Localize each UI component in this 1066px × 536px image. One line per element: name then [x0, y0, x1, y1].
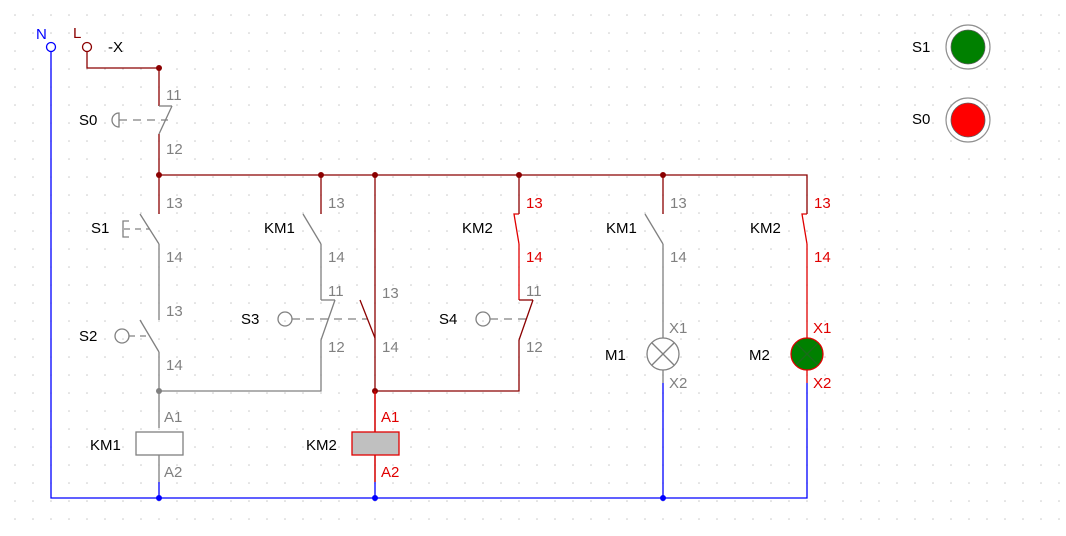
s0-label: S0	[79, 112, 97, 129]
s0-pin-top: 11	[166, 87, 182, 104]
inactive-wires	[158, 244, 664, 428]
s1-label: S1	[91, 220, 109, 237]
indicator-s1-light	[950, 29, 986, 65]
km2-coil-label: KM2	[306, 437, 337, 454]
s0-pin-bottom: 12	[166, 141, 183, 158]
km1-lamp-label: KM1	[606, 220, 637, 237]
terminal-n-label: N	[36, 26, 47, 43]
km2-lamp-contact[interactable]: KM2 13 14	[750, 195, 831, 383]
s1-pushbutton[interactable]: S1 13 14	[91, 195, 183, 266]
m1-pin-top: X1	[669, 320, 687, 337]
km1-lamp-contact[interactable]: KM1 13 14	[606, 195, 687, 266]
s3-label: S3	[241, 311, 259, 328]
indicator-s1[interactable]: S1	[912, 24, 991, 70]
s0-pushbutton[interactable]: S0 11 12	[79, 87, 183, 158]
km2-hold-label: KM2	[462, 220, 493, 237]
km2-lamp-pin-bottom: 14	[814, 249, 831, 266]
indicator-s0[interactable]: S0	[912, 97, 991, 143]
m2-label: M2	[749, 347, 770, 364]
s4-label: S4	[439, 311, 457, 328]
terminal-n: N	[36, 26, 57, 53]
s4-pushbutton[interactable]: S4 11 12	[439, 283, 543, 356]
s3-no-bottom: 14	[382, 339, 399, 356]
coil-icon	[135, 431, 184, 456]
km1-holding-contact[interactable]: KM1 13 14	[264, 195, 345, 266]
s3-no-top: 13	[382, 285, 399, 302]
km1-coil[interactable]: KM1 A1 A2	[90, 409, 184, 482]
connector-label: -X	[108, 39, 123, 56]
km1-coil-pin-bottom: A2	[164, 464, 182, 481]
s2-pin-bottom: 14	[166, 357, 183, 374]
indicator-s0-light	[950, 102, 986, 138]
indicator-s0-label: S0	[912, 111, 930, 128]
km1-coil-pin-top: A1	[164, 409, 182, 426]
indicator-s1-label: S1	[912, 39, 930, 56]
km2-lamp-pin-top: 13	[814, 195, 831, 212]
s2-pin-top: 13	[166, 303, 183, 320]
km2-hold-pin-bottom: 14	[526, 249, 543, 266]
coil-icon	[351, 431, 400, 456]
s2-label: S2	[79, 328, 97, 345]
lamp-icon	[646, 337, 680, 371]
km2-coil-pin-bottom: A2	[381, 464, 399, 481]
s1-pin-bottom: 14	[166, 249, 183, 266]
m2-pin-top: X1	[813, 320, 831, 337]
inactive-junction	[156, 388, 162, 394]
km1-coil-label: KM1	[90, 437, 121, 454]
push-button-icon	[122, 220, 129, 238]
neutral-junctions	[156, 495, 666, 501]
s4-pin-top: 11	[526, 283, 542, 300]
km2-coil-pin-top: A1	[381, 409, 399, 426]
live-junctions	[156, 65, 666, 394]
terminal-l: L -X	[73, 25, 123, 56]
push-button-icon	[111, 112, 120, 128]
s3-pushbutton[interactable]: S3 11 12 13 14	[241, 283, 399, 356]
km2-lamp-label: KM2	[750, 220, 781, 237]
lamp-icon	[790, 337, 824, 371]
km1-lamp-pin-bottom: 14	[670, 249, 687, 266]
s2-pushbutton[interactable]: S2 13 14	[79, 303, 183, 374]
s3-nc-top: 11	[328, 283, 344, 300]
s3-nc-bottom: 12	[328, 339, 345, 356]
s1-pin-top: 13	[166, 195, 183, 212]
m2-pin-bottom: X2	[813, 375, 831, 392]
m2-lamp[interactable]: M2 X1 X2	[749, 320, 831, 392]
km2-holding-contact[interactable]: KM2 13 14	[462, 195, 543, 300]
km2-coil[interactable]: KM2 A1 A2	[306, 391, 400, 482]
km2-hold-pin-top: 13	[526, 195, 543, 212]
s4-pin-bottom: 12	[526, 339, 543, 356]
km1-lamp-pin-top: 13	[670, 195, 687, 212]
m1-lamp[interactable]: M1 X1 X2	[605, 320, 687, 392]
km1-hold-label: KM1	[264, 220, 295, 237]
m1-pin-bottom: X2	[669, 375, 687, 392]
terminal-l-label: L	[73, 25, 81, 42]
m1-label: M1	[605, 347, 626, 364]
km1-hold-pin-top: 13	[328, 195, 345, 212]
km1-hold-pin-bottom: 14	[328, 249, 345, 266]
